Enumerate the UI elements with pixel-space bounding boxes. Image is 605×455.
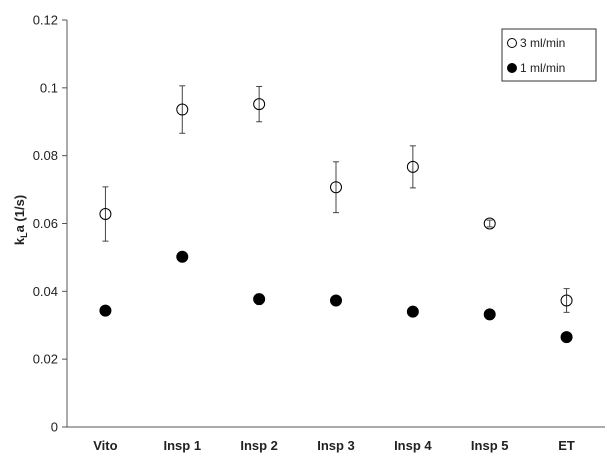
data-point-1ml [560,331,573,344]
x-tick-label: ET [558,438,575,453]
legend-box [501,28,597,82]
data-point-1ml [483,308,496,321]
x-tick-label: Insp 1 [163,438,201,453]
y-tick-label: 0.1 [40,80,58,95]
y-ticks: 0 0.02 0.04 0.06 0.08 0.1 0.12 [33,13,67,435]
legend-marker-3ml [507,38,517,48]
data-points [99,85,573,344]
data-point-3ml [330,181,342,194]
y-tick-label: 0.12 [33,13,58,28]
y-tick-label: 0.04 [33,284,58,299]
y-axis-label-rest: a (1/s) [12,195,27,233]
data-point-1ml [253,293,266,306]
legend-marker-1ml [507,63,517,73]
data-point-3ml [176,103,189,116]
x-tick-label: Insp 4 [394,438,432,453]
legend-label-1ml: 1 ml/min [520,61,565,75]
data-point-1ml [330,294,342,307]
data-point-1ml [406,305,419,318]
x-tick-label: Vito [93,438,117,453]
y-tick-label: 0.08 [33,148,58,163]
data-point-3ml [560,294,573,307]
data-point-3ml [406,160,419,173]
x-tick-label: Insp 3 [317,438,355,453]
data-point-3ml [253,98,266,111]
legend: 3 ml/min 1 ml/min [501,28,597,82]
data-point-3ml [99,208,112,221]
y-axis-label: kLa (1/s) [12,195,29,245]
data-point-3ml [483,217,496,230]
data-point-1ml [99,304,112,317]
y-axis-label-main: k [12,237,27,245]
y-axis-label-sub: L [19,232,29,238]
x-tick-label: Insp 2 [240,438,278,453]
x-tick-labels: Vito Insp 1 Insp 2 Insp 3 Insp 4 Insp 5 ET [93,438,575,453]
data-point-1ml [176,250,189,263]
legend-label-3ml: 3 ml/min [520,36,565,50]
y-tick-label: 0.02 [33,352,58,367]
x-tick-label: Insp 5 [471,438,509,453]
y-tick-label: 0.06 [33,216,58,231]
y-tick-label: 0 [51,420,58,435]
